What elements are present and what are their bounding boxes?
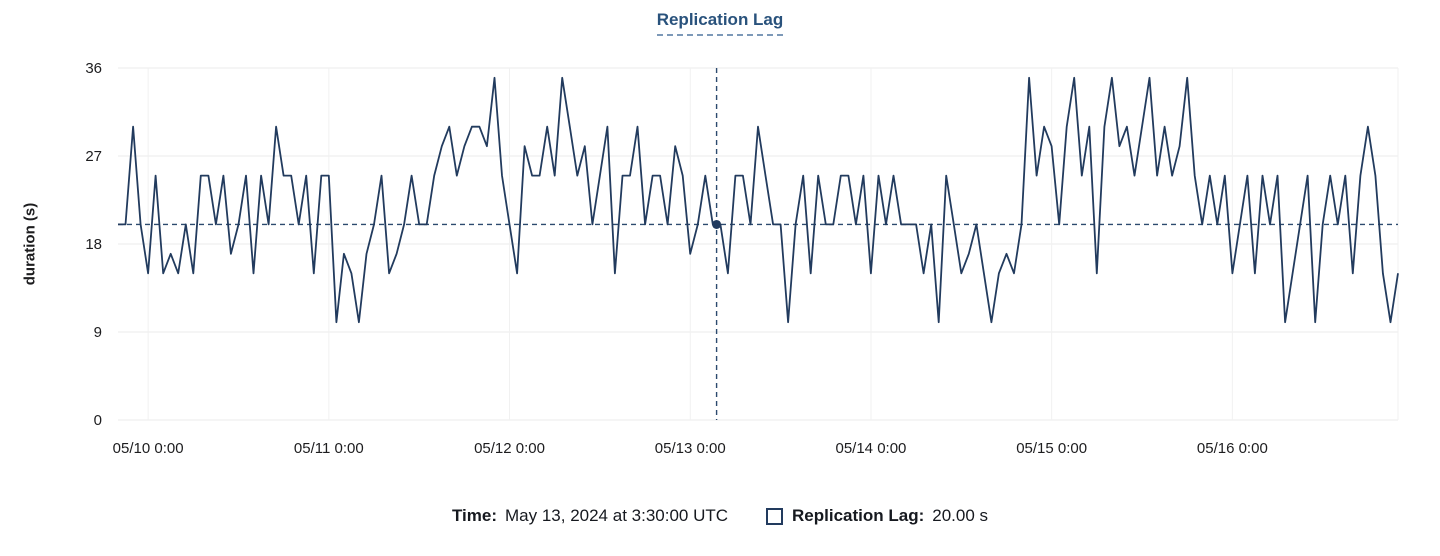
legend-series-label: Replication Lag: xyxy=(792,506,925,525)
legend-item-replication-lag[interactable]: Replication Lag: 20.00 s xyxy=(766,506,988,526)
x-tick-label: 05/11 0:00 xyxy=(294,440,364,457)
x-tick-label: 05/16 0:00 xyxy=(1197,440,1268,457)
tooltip-time-value: May 13, 2024 at 3:30:00 UTC xyxy=(505,506,729,525)
chart-title: Replication Lag xyxy=(656,10,784,37)
legend-square-icon[interactable] xyxy=(766,507,784,525)
x-tick-label: 05/14 0:00 xyxy=(835,440,906,457)
x-tick-label: 05/12 0:00 xyxy=(474,440,545,457)
tooltip-series-value: 20.00 s xyxy=(932,506,989,525)
y-tick-label: 36 xyxy=(85,60,102,77)
series-line[interactable] xyxy=(118,76,1399,324)
replication-lag-line-chart[interactable]: 0 9 18 27 36 05/10 0:00 05/11 0:00 05/12 0:00 05… xyxy=(0,0,1440,480)
tooltip-time-label: Time: xyxy=(451,506,497,525)
y-tick-label: 0 xyxy=(94,412,102,429)
y-tick-label: 18 xyxy=(85,236,102,253)
crosshair-dot xyxy=(712,219,722,229)
x-tick-label: 05/15 0:00 xyxy=(1016,440,1087,457)
x-tick-label: 05/13 0:00 xyxy=(655,440,726,457)
y-tick-label: 9 xyxy=(94,324,102,341)
x-tick-label: 05/10 0:00 xyxy=(113,440,184,457)
chart-tooltip-bar: Time: May 13, 2024 at 3:30:00 UTC Replic… xyxy=(0,506,1440,526)
y-tick-label: 27 xyxy=(85,148,102,165)
